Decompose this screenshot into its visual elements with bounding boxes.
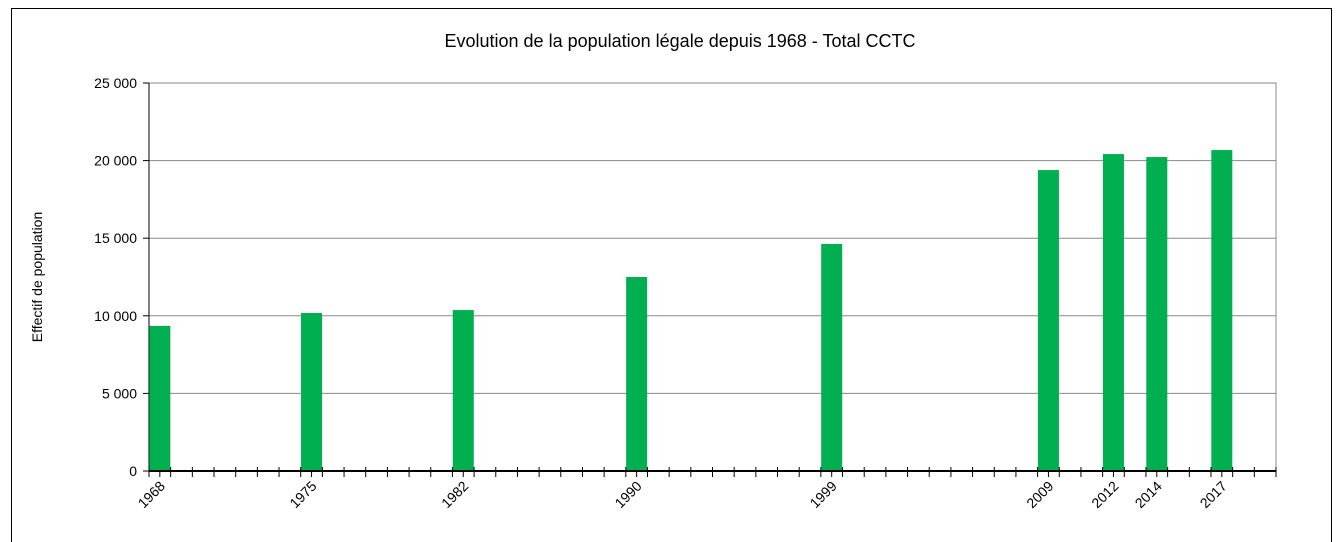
- bar: [1146, 157, 1168, 471]
- y-tick-label: 15 000: [94, 230, 137, 246]
- chart-title: Evolution de la population légale depuis…: [445, 31, 916, 51]
- bar: [626, 277, 648, 471]
- bar: [1037, 170, 1059, 471]
- y-axis-label: Effectif de population: [29, 212, 45, 343]
- chart-border: [11, 8, 1332, 542]
- bar: [1102, 154, 1124, 471]
- y-tick-label: 0: [129, 463, 137, 479]
- y-tick-label: 10 000: [94, 308, 137, 324]
- y-tick-label: 25 000: [94, 75, 137, 91]
- bar: [821, 243, 843, 471]
- bar: [301, 313, 323, 471]
- bar: [452, 310, 474, 471]
- bar: [149, 325, 171, 471]
- y-tick-label: 20 000: [94, 153, 137, 169]
- y-tick-label: 5 000: [102, 385, 137, 401]
- bar: [1211, 150, 1233, 472]
